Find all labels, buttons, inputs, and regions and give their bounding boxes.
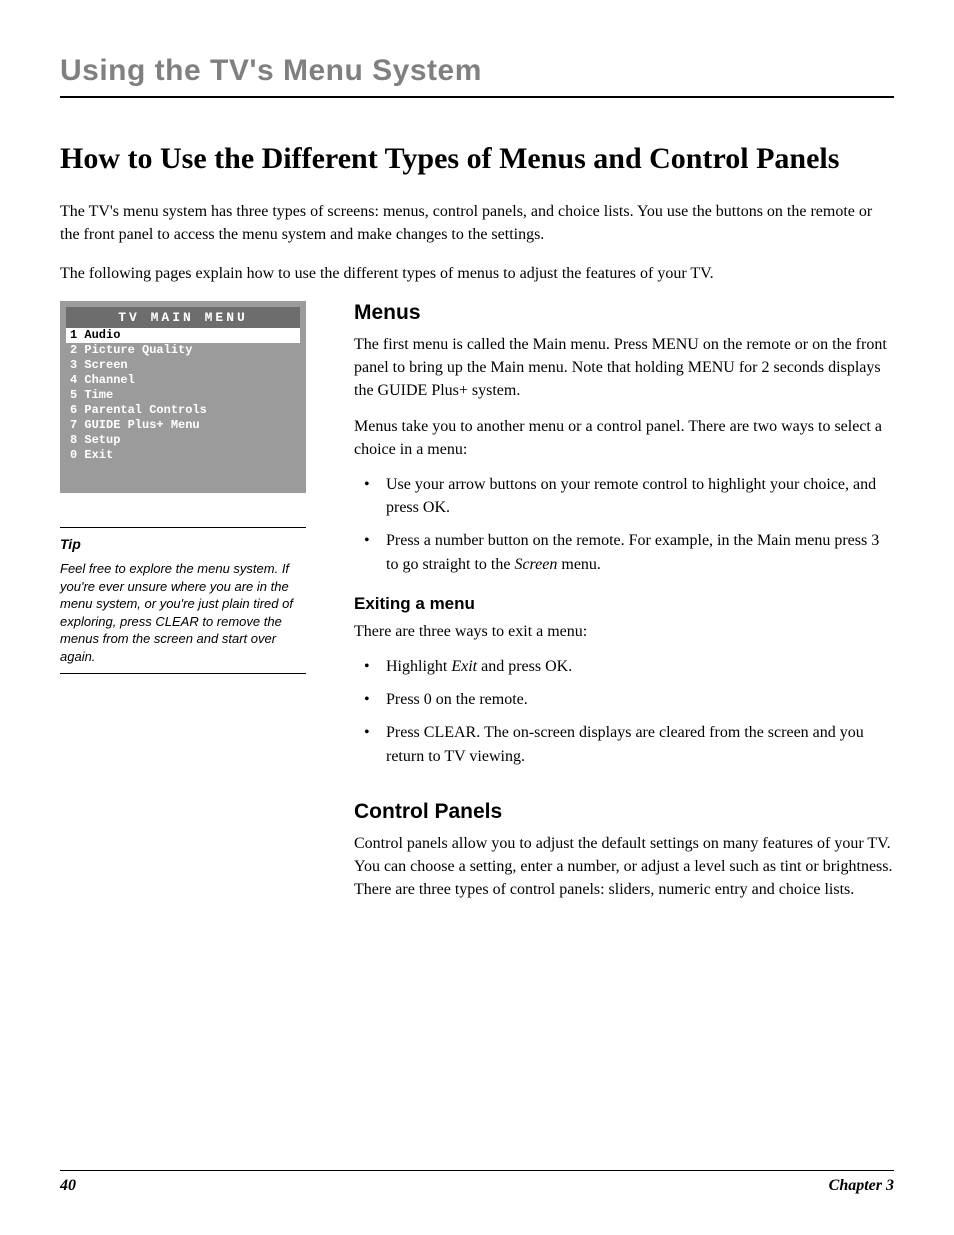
tv-menu-item: 0 Exit [66,448,300,463]
tv-menu-item: 3 Screen [66,358,300,373]
text-italic: Exit [451,658,477,675]
text: Highlight [386,658,451,675]
list-item: Press a number button on the remote. For… [354,529,894,575]
page-title: How to Use the Different Types of Menus … [60,140,894,178]
tv-menu-item: 7 GUIDE Plus+ Menu [66,418,300,433]
tip-text: Feel free to explore the menu system. If… [60,560,306,665]
menus-heading: Menus [354,301,894,325]
page-footer: 40 Chapter 3 [60,1170,894,1195]
chapter-heading: Using the TV's Menu System [60,54,894,98]
text: and press OK. [477,658,572,675]
tv-menu-title: TV MAIN MENU [66,307,300,328]
list-item: Press CLEAR. The on-screen displays are … [354,721,894,767]
tip-box: Tip Feel free to explore the menu system… [60,527,306,674]
page-number: 40 [60,1177,76,1195]
exiting-list: Highlight Exit and press OK. Press 0 on … [354,655,894,768]
list-item: Highlight Exit and press OK. [354,655,894,678]
tv-menu-item: 1 Audio [66,328,300,343]
tv-menu-item: 4 Channel [66,373,300,388]
list-item: Press 0 on the remote. [354,688,894,711]
menus-paragraph-2: Menus take you to another menu or a cont… [354,415,894,461]
menus-list: Use your arrow buttons on your remote co… [354,473,894,576]
menus-paragraph-1: The first menu is called the Main menu. … [354,333,894,403]
exiting-heading: Exiting a menu [354,594,894,614]
intro-paragraph-1: The TV's menu system has three types of … [60,200,894,246]
list-item: Use your arrow buttons on your remote co… [354,473,894,519]
control-panels-paragraph: Control panels allow you to adjust the d… [354,832,894,902]
intro-paragraph-2: The following pages explain how to use t… [60,262,894,285]
intro-block: The TV's menu system has three types of … [60,200,894,286]
tv-main-menu-graphic: TV MAIN MENU 1 Audio2 Picture Quality3 S… [60,301,306,493]
exiting-paragraph: There are three ways to exit a menu: [354,620,894,643]
text-italic: Screen [514,556,557,573]
tv-menu-item: 6 Parental Controls [66,403,300,418]
tv-menu-item: 2 Picture Quality [66,343,300,358]
tv-menu-item: 8 Setup [66,433,300,448]
text: Press a number button on the remote. For… [386,532,879,572]
tv-menu-item: 5 Time [66,388,300,403]
tip-label: Tip [60,536,306,552]
text: menu. [557,556,601,573]
chapter-label: Chapter 3 [829,1177,894,1195]
control-panels-heading: Control Panels [354,800,894,824]
